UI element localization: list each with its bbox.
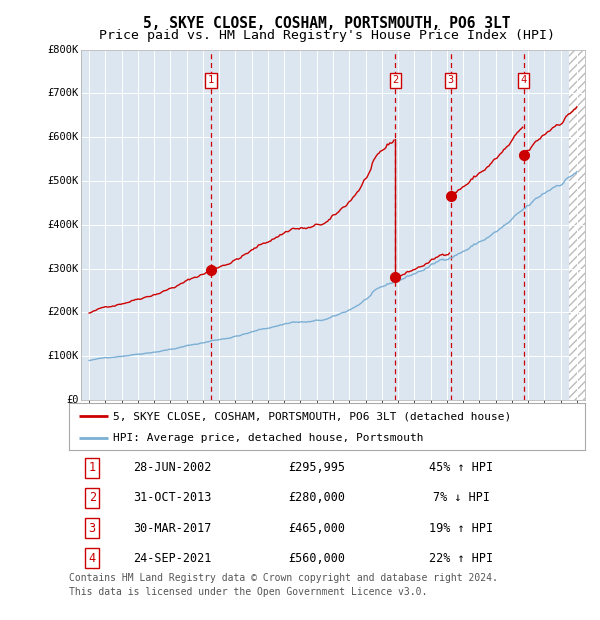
Text: 28-JUN-2002: 28-JUN-2002 (133, 461, 211, 474)
Text: 30-MAR-2017: 30-MAR-2017 (133, 521, 211, 534)
Text: £560,000: £560,000 (288, 552, 345, 565)
Text: £280,000: £280,000 (288, 492, 345, 505)
Text: 24-SEP-2021: 24-SEP-2021 (133, 552, 211, 565)
Text: 3: 3 (448, 75, 454, 86)
Text: 2: 2 (89, 492, 96, 505)
Text: £400K: £400K (47, 219, 79, 230)
Text: 3: 3 (89, 521, 96, 534)
Text: 4: 4 (89, 552, 96, 565)
Text: £295,995: £295,995 (288, 461, 345, 474)
Text: £0: £0 (66, 395, 79, 405)
Text: £700K: £700K (47, 89, 79, 99)
Text: Price paid vs. HM Land Registry's House Price Index (HPI): Price paid vs. HM Land Registry's House … (99, 30, 555, 42)
Text: 7% ↓ HPI: 7% ↓ HPI (433, 492, 490, 505)
Text: 22% ↑ HPI: 22% ↑ HPI (429, 552, 493, 565)
Text: 45% ↑ HPI: 45% ↑ HPI (429, 461, 493, 474)
Text: Contains HM Land Registry data © Crown copyright and database right 2024.: Contains HM Land Registry data © Crown c… (69, 573, 498, 583)
Text: 5, SKYE CLOSE, COSHAM, PORTSMOUTH, PO6 3LT: 5, SKYE CLOSE, COSHAM, PORTSMOUTH, PO6 3… (143, 16, 511, 31)
Text: £465,000: £465,000 (288, 521, 345, 534)
Text: HPI: Average price, detached house, Portsmouth: HPI: Average price, detached house, Port… (113, 433, 424, 443)
Text: £500K: £500K (47, 176, 79, 186)
Text: 4: 4 (521, 75, 527, 86)
Text: £600K: £600K (47, 132, 79, 142)
Text: £200K: £200K (47, 308, 79, 317)
Text: 2: 2 (392, 75, 398, 86)
Text: 1: 1 (89, 461, 96, 474)
Text: £800K: £800K (47, 45, 79, 55)
Text: 5, SKYE CLOSE, COSHAM, PORTSMOUTH, PO6 3LT (detached house): 5, SKYE CLOSE, COSHAM, PORTSMOUTH, PO6 3… (113, 411, 511, 421)
Text: 31-OCT-2013: 31-OCT-2013 (133, 492, 211, 505)
Text: 1: 1 (208, 75, 214, 86)
Text: £100K: £100K (47, 351, 79, 361)
Text: £300K: £300K (47, 264, 79, 273)
Text: This data is licensed under the Open Government Licence v3.0.: This data is licensed under the Open Gov… (69, 587, 427, 597)
Text: 19% ↑ HPI: 19% ↑ HPI (429, 521, 493, 534)
